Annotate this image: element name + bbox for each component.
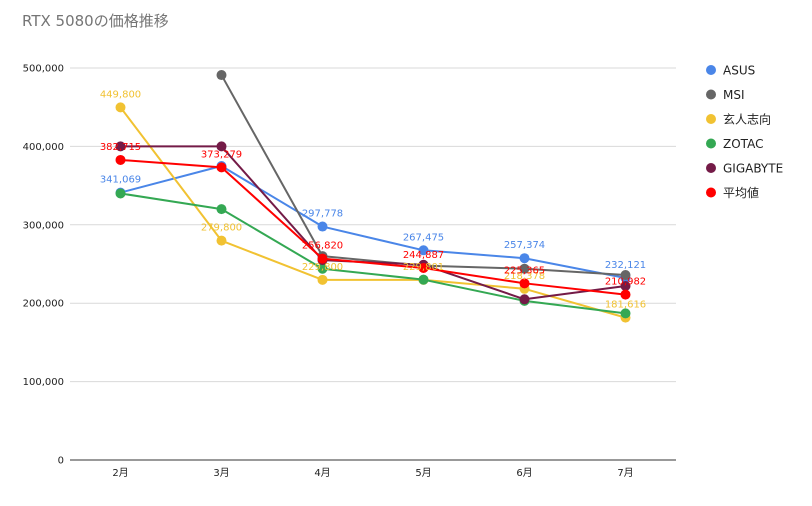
axes: 0 100,000 200,000 300,000 400,000 500,000 2月 3月… bbox=[23, 64, 676, 479]
legend-label: ASUS bbox=[723, 64, 755, 78]
data-label: 382,715 bbox=[100, 142, 141, 153]
data-point bbox=[115, 154, 126, 165]
data-label: 229,801 bbox=[403, 262, 444, 273]
legend-label: ZOTAC bbox=[723, 137, 763, 151]
data-label: 279,800 bbox=[201, 223, 242, 234]
x-tick-label: 5月 bbox=[415, 467, 431, 479]
data-point bbox=[216, 70, 227, 81]
y-tick-label: 500,000 bbox=[23, 64, 64, 75]
data-point bbox=[317, 274, 328, 285]
y-tick-label: 100,000 bbox=[23, 377, 64, 388]
x-tick-label: 2月 bbox=[112, 467, 128, 479]
data-label: 257,374 bbox=[504, 240, 545, 251]
data-point bbox=[216, 141, 227, 152]
series-line bbox=[120, 145, 626, 301]
y-tick-label: 300,000 bbox=[23, 220, 64, 231]
data-point bbox=[317, 253, 328, 264]
data-point bbox=[519, 294, 530, 305]
series-line bbox=[119, 106, 626, 319]
legend-marker bbox=[706, 187, 716, 198]
data-point bbox=[519, 263, 530, 274]
data-label: 210,982 bbox=[605, 277, 646, 288]
data-point bbox=[216, 235, 227, 246]
data-point bbox=[317, 263, 328, 274]
data-point bbox=[317, 221, 328, 232]
data-label: 229,800 bbox=[302, 262, 343, 273]
data-label: 341,069 bbox=[100, 175, 141, 186]
data-label: 244,887 bbox=[403, 250, 444, 261]
chart-title: RTX 5080の価格推移 bbox=[22, 12, 169, 30]
legend-label: MSI bbox=[723, 88, 745, 102]
data-label: 267,475 bbox=[403, 232, 444, 243]
data-point bbox=[115, 188, 126, 199]
data-label: 256,820 bbox=[302, 241, 343, 252]
x-tick-label: 3月 bbox=[213, 467, 229, 479]
data-point bbox=[418, 263, 429, 274]
series-line bbox=[120, 158, 626, 296]
gridlines bbox=[70, 67, 676, 383]
y-tick-label: 200,000 bbox=[23, 299, 64, 310]
data-label: 218,378 bbox=[504, 271, 545, 282]
data-label: 181,616 bbox=[605, 300, 646, 311]
data-label: 449,800 bbox=[100, 89, 141, 100]
data-point bbox=[216, 162, 227, 173]
data-labels: 341,069 297,778 267,475 257,374 232,121 449,8… bbox=[100, 89, 646, 310]
data-label: 225,365 bbox=[504, 265, 545, 276]
data-point bbox=[620, 289, 631, 300]
x-tick-label: 6月 bbox=[516, 467, 532, 479]
data-label: 373,279 bbox=[201, 149, 242, 160]
data-point bbox=[519, 278, 530, 289]
legend-label: 平均値 bbox=[723, 185, 759, 200]
data-point bbox=[115, 141, 126, 152]
data-point bbox=[418, 245, 429, 256]
data-label: 232,121 bbox=[605, 260, 646, 271]
data-point bbox=[418, 274, 429, 285]
x-tick-label: 7月 bbox=[617, 467, 633, 479]
data-point bbox=[620, 269, 631, 280]
x-tick-label: 4月 bbox=[314, 467, 330, 479]
data-point bbox=[115, 102, 126, 113]
legend-label: GIGABYTE bbox=[723, 162, 783, 176]
data-label: 297,778 bbox=[302, 209, 343, 220]
legend-marker bbox=[706, 114, 716, 124]
legend-marker bbox=[706, 163, 716, 173]
legend-marker bbox=[706, 65, 716, 75]
legend-marker bbox=[706, 138, 716, 149]
y-tick-label: 400,000 bbox=[23, 142, 64, 153]
data-point bbox=[216, 204, 227, 215]
series-line bbox=[120, 192, 626, 315]
series-lines bbox=[115, 70, 631, 323]
legend: ASUS MSI 玄人志向 ZOTAC GIGABYTE 平均値 bbox=[706, 64, 783, 200]
y-tick-label: 0 bbox=[58, 456, 64, 467]
legend-label: 玄人志向 bbox=[723, 112, 771, 127]
legend-marker bbox=[706, 89, 716, 100]
series-line bbox=[120, 165, 626, 279]
data-point bbox=[519, 253, 530, 264]
data-point bbox=[620, 308, 631, 319]
data-point bbox=[620, 280, 631, 291]
